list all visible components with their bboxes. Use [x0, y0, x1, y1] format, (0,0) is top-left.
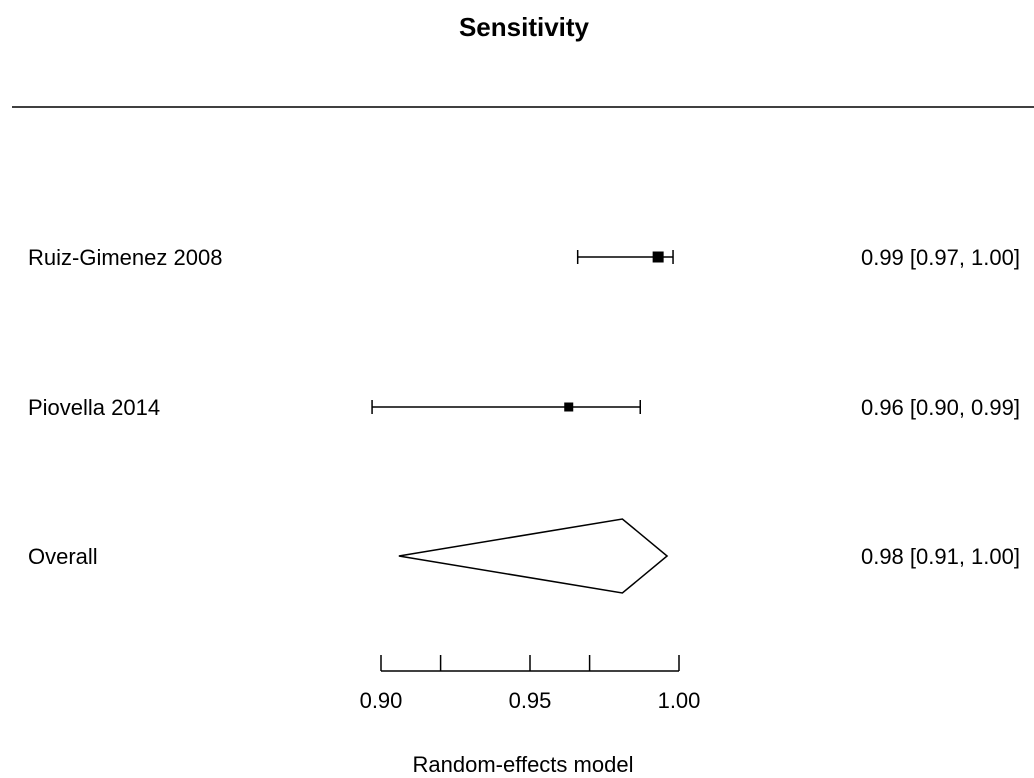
overall-row: Overall 0.98 [0.91, 1.00]: [28, 519, 1020, 593]
study-rows: Ruiz-Gimenez 2008 0.99 [0.97, 1.00] Piovel…: [28, 245, 1020, 420]
x-axis-label: Random-effects model: [413, 752, 634, 777]
point-estimate: [564, 403, 573, 412]
study-name: Ruiz-Gimenez 2008: [28, 245, 222, 270]
study-row: Piovella 2014 0.96 [0.90, 0.99]: [28, 395, 1020, 420]
summary-diamond: [399, 519, 667, 593]
ci-value-text: 0.99 [0.97, 1.00]: [861, 245, 1020, 270]
study-row: Ruiz-Gimenez 2008 0.99 [0.97, 1.00]: [28, 245, 1020, 270]
overall-name: Overall: [28, 544, 98, 569]
ci-value-text: 0.96 [0.90, 0.99]: [861, 395, 1020, 420]
point-estimate: [653, 252, 664, 263]
study-name: Piovella 2014: [28, 395, 160, 420]
tick-label: 0.90: [360, 688, 403, 713]
x-axis: 0.90 0.95 1.00: [360, 655, 701, 713]
tick-label: 1.00: [658, 688, 701, 713]
overall-ci-text: 0.98 [0.91, 1.00]: [861, 544, 1020, 569]
chart-title: Sensitivity: [459, 12, 590, 42]
tick-label: 0.95: [509, 688, 552, 713]
